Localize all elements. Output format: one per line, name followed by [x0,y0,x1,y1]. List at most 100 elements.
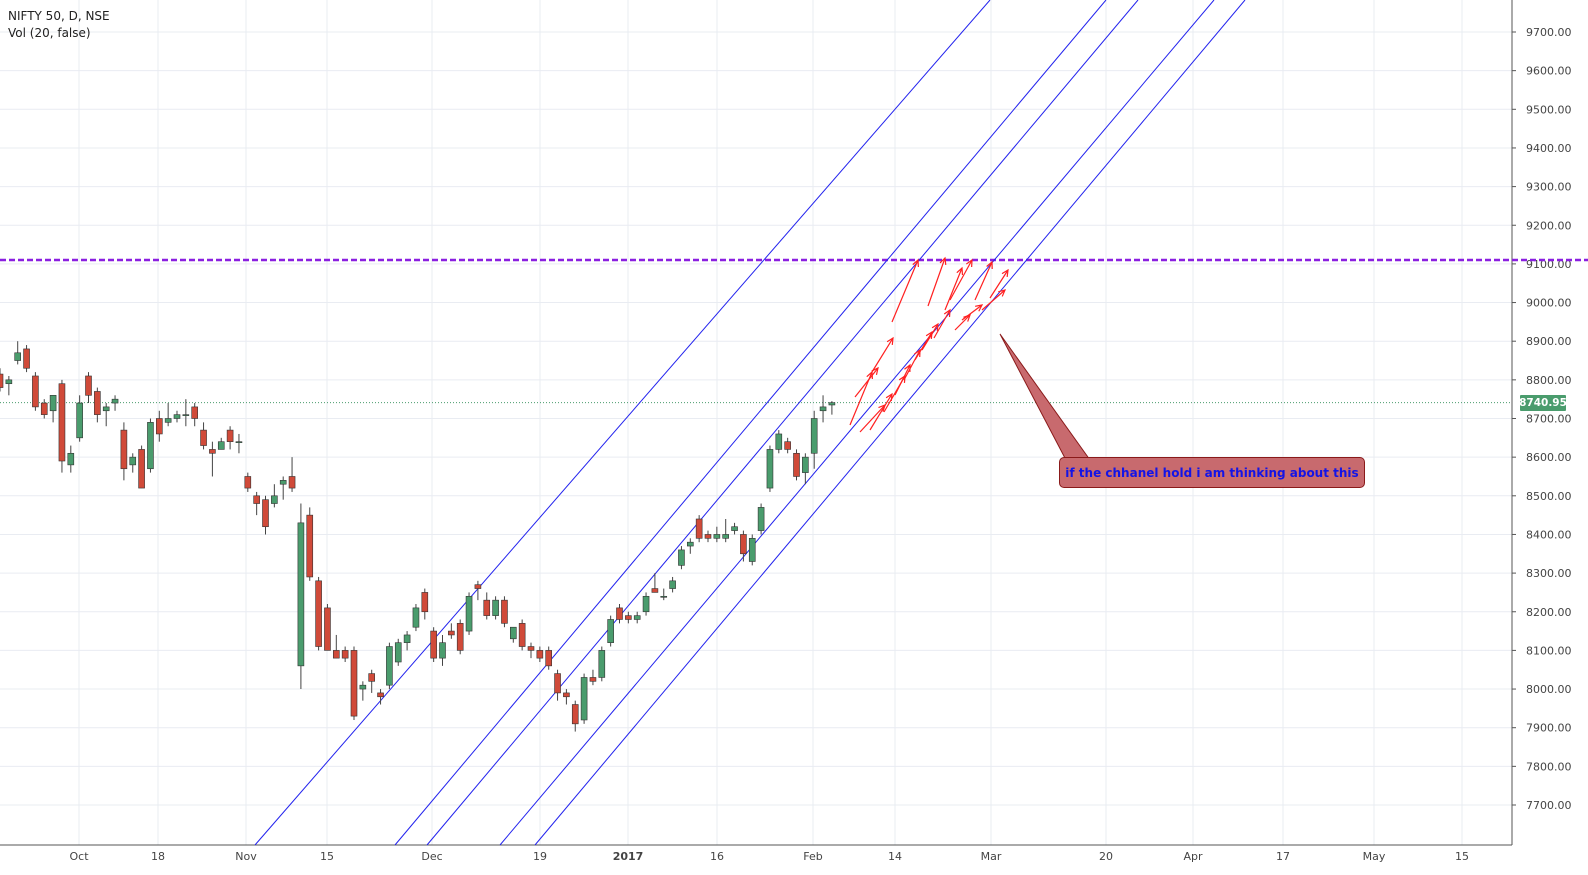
y-tick-label: 8700.00 [1526,413,1572,426]
candle-down [200,429,207,446]
x-tick-label: Oct [69,850,89,863]
candle-up [111,398,119,404]
x-tick-label: 18 [151,850,165,863]
candle-up [403,634,411,643]
candle-up [386,646,393,686]
candle-up [678,549,685,566]
x-tick-label: 14 [888,850,902,863]
candle-down [306,514,314,578]
candle-up [359,684,367,690]
candle-up [775,433,783,450]
candle-down [527,646,535,651]
projection-arrow-head [925,330,933,340]
candle-down [156,418,163,435]
projection-arrow [989,269,1009,299]
projection-arrow-head [943,308,951,318]
candle-up [173,414,181,419]
candle-up [633,615,641,620]
candle-down [501,599,508,624]
candle-up [271,495,278,504]
candle-up [731,526,738,531]
x-tick-label: Dec [421,850,442,863]
candle-up [14,352,21,361]
last-price-badge: 8740.95 [1519,395,1567,411]
candle-up [217,441,225,450]
projection-arrow [859,404,886,433]
candle-down [536,650,544,659]
x-tick-label: 19 [533,850,547,863]
candle-up [686,541,694,547]
candle-down [377,692,384,698]
projection-arrow-head [912,258,919,268]
channel-line [394,0,1107,846]
projection-arrow [944,267,963,311]
projection-arrow [869,393,893,431]
projection-arrow-head [1001,268,1009,278]
y-tick-label: 8300.00 [1526,567,1572,580]
candle-down [571,704,579,725]
candle-up [412,607,420,628]
candle-down [518,623,526,647]
projection-arrow-head [913,348,921,358]
projection-arrow-head [886,336,894,346]
y-tick-label: 9500.00 [1526,103,1572,116]
chart-legend: NIFTY 50, D, NSE Vol (20, false) [8,8,110,42]
candle-up [722,534,730,539]
candle-down [784,441,791,450]
candle-up [828,402,836,406]
candle-up [279,480,287,485]
projection-arrow [891,259,919,323]
projection-arrow-head [975,304,984,312]
projection-arrow [854,367,879,398]
candle-down [40,402,48,415]
x-tick-label: 17 [1276,850,1290,863]
x-tick-label: May [1363,850,1386,863]
projection-arrow [933,309,951,339]
candle-down [332,650,340,659]
candle-up [182,414,190,416]
candle-down [341,650,349,659]
y-tick-label: 8400.00 [1526,528,1572,541]
candle-down [23,348,30,369]
candle-down [315,580,322,647]
candle-down [32,375,39,408]
projection-arrow-head [939,256,947,266]
y-tick-label: 7800.00 [1526,760,1572,773]
candle-down [324,607,331,651]
projection-arrow [981,289,1006,311]
candle-up [598,650,606,678]
candle-up [147,422,154,470]
candle-up [766,449,774,489]
projection-arrow [921,323,939,351]
candle-up [297,522,305,667]
candle-down [138,449,145,489]
candle-up [5,379,13,385]
symbol-title: NIFTY 50, D, NSE [8,9,110,23]
candle-up [660,595,668,598]
candle-up [509,626,517,640]
channel-line [534,0,1246,846]
candle-down [589,677,597,682]
y-tick-label: 8800.00 [1526,374,1572,387]
candle-down [226,429,234,442]
projection-arrow-head [931,322,939,332]
y-tick-label: 9200.00 [1526,219,1572,232]
candle-down [85,375,92,396]
candle-down [288,476,296,489]
annotation-callout[interactable]: if the chhanel hold i am thinking about … [1059,457,1365,488]
candle-up [76,402,83,439]
y-tick-label: 9700.00 [1526,26,1572,39]
candle-down [695,518,703,539]
candle-down [474,584,482,589]
channel-line [426,0,1139,846]
projection-arrow [927,257,946,307]
y-tick-label: 7700.00 [1526,799,1572,812]
candle-down [456,623,464,651]
candle-down [421,592,429,613]
x-tick-label: 15 [1455,850,1469,863]
candle-up [580,677,588,721]
candle-down [563,692,570,698]
channel-line [254,0,991,846]
candle-down [368,673,376,682]
